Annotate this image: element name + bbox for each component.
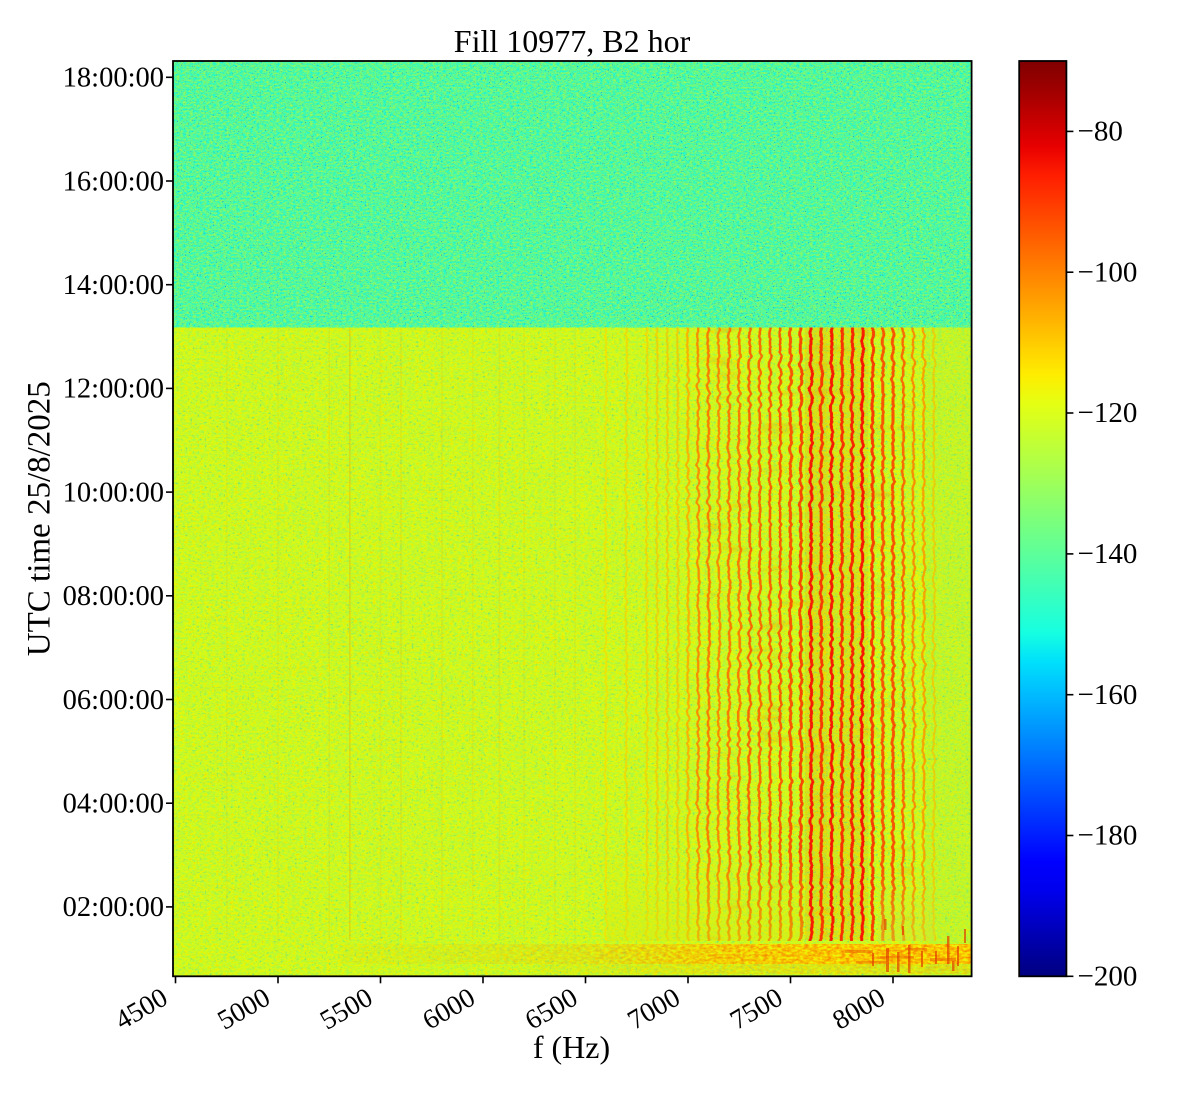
svg-text:−180: −180 — [1078, 820, 1138, 852]
svg-text:f (Hz): f (Hz) — [533, 1029, 610, 1065]
svg-text:UTC time 25/8/2025: UTC time 25/8/2025 — [22, 381, 58, 656]
svg-text:10:00:00: 10:00:00 — [63, 477, 164, 508]
svg-text:−160: −160 — [1078, 679, 1138, 711]
svg-text:−200: −200 — [1078, 960, 1138, 992]
svg-text:−80: −80 — [1078, 116, 1123, 148]
svg-text:−140: −140 — [1078, 538, 1138, 570]
svg-text:14:00:00: 14:00:00 — [63, 270, 164, 301]
svg-text:04:00:00: 04:00:00 — [63, 789, 164, 820]
svg-text:06:00:00: 06:00:00 — [63, 685, 164, 716]
svg-text:−100: −100 — [1078, 256, 1138, 288]
svg-text:02:00:00: 02:00:00 — [63, 892, 164, 923]
svg-text:Fill 10977, B2 hor: Fill 10977, B2 hor — [454, 23, 691, 59]
svg-text:12:00:00: 12:00:00 — [63, 374, 164, 405]
svg-text:−120: −120 — [1078, 397, 1138, 429]
svg-text:16:00:00: 16:00:00 — [63, 166, 164, 197]
svg-text:08:00:00: 08:00:00 — [63, 581, 164, 612]
svg-text:18:00:00: 18:00:00 — [63, 63, 164, 94]
